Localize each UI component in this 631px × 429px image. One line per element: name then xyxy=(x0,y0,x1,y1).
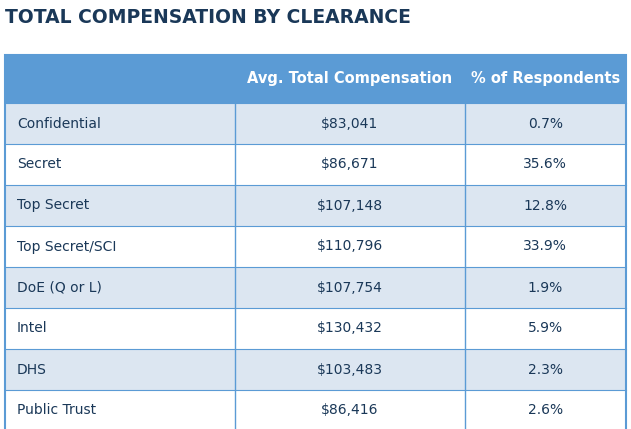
Bar xyxy=(235,390,464,429)
Bar xyxy=(5,103,235,144)
Bar xyxy=(464,349,626,390)
Bar xyxy=(464,267,626,308)
Text: $130,432: $130,432 xyxy=(317,321,382,335)
Bar xyxy=(464,185,626,226)
Text: Avg. Total Compensation: Avg. Total Compensation xyxy=(247,72,452,87)
Bar xyxy=(464,390,626,429)
Text: Top Secret/SCI: Top Secret/SCI xyxy=(17,239,116,254)
Bar xyxy=(235,185,464,226)
Bar xyxy=(235,349,464,390)
Bar xyxy=(235,144,464,185)
Text: Top Secret: Top Secret xyxy=(17,199,89,212)
Text: $86,671: $86,671 xyxy=(321,157,379,172)
Text: $103,483: $103,483 xyxy=(317,363,382,377)
Text: Intel: Intel xyxy=(17,321,47,335)
Text: $107,754: $107,754 xyxy=(317,281,382,294)
Bar xyxy=(5,226,235,267)
Bar xyxy=(464,308,626,349)
Text: 2.6%: 2.6% xyxy=(528,404,563,417)
Text: 5.9%: 5.9% xyxy=(528,321,563,335)
Text: Public Trust: Public Trust xyxy=(17,404,96,417)
Text: Secret: Secret xyxy=(17,157,61,172)
Bar xyxy=(235,226,464,267)
Text: Confidential: Confidential xyxy=(17,117,101,130)
Bar xyxy=(5,55,235,103)
Text: 12.8%: 12.8% xyxy=(523,199,567,212)
Bar xyxy=(235,308,464,349)
Bar xyxy=(464,226,626,267)
Text: $86,416: $86,416 xyxy=(321,404,379,417)
Text: $110,796: $110,796 xyxy=(317,239,383,254)
Bar xyxy=(5,390,235,429)
Text: $107,148: $107,148 xyxy=(317,199,383,212)
Bar xyxy=(464,144,626,185)
Text: % of Respondents: % of Respondents xyxy=(471,72,620,87)
Text: $83,041: $83,041 xyxy=(321,117,378,130)
Bar xyxy=(235,55,464,103)
Bar xyxy=(5,185,235,226)
Text: 1.9%: 1.9% xyxy=(528,281,563,294)
Text: DoE (Q or L): DoE (Q or L) xyxy=(17,281,102,294)
Text: TOTAL COMPENSATION BY CLEARANCE: TOTAL COMPENSATION BY CLEARANCE xyxy=(5,8,411,27)
Bar xyxy=(5,349,235,390)
Bar xyxy=(235,267,464,308)
Bar xyxy=(464,55,626,103)
Text: 35.6%: 35.6% xyxy=(523,157,567,172)
Bar xyxy=(5,144,235,185)
Bar xyxy=(5,308,235,349)
Bar xyxy=(235,103,464,144)
Bar xyxy=(464,103,626,144)
Bar xyxy=(5,267,235,308)
Text: 33.9%: 33.9% xyxy=(523,239,567,254)
Text: 0.7%: 0.7% xyxy=(528,117,563,130)
Text: DHS: DHS xyxy=(17,363,47,377)
Text: 2.3%: 2.3% xyxy=(528,363,563,377)
